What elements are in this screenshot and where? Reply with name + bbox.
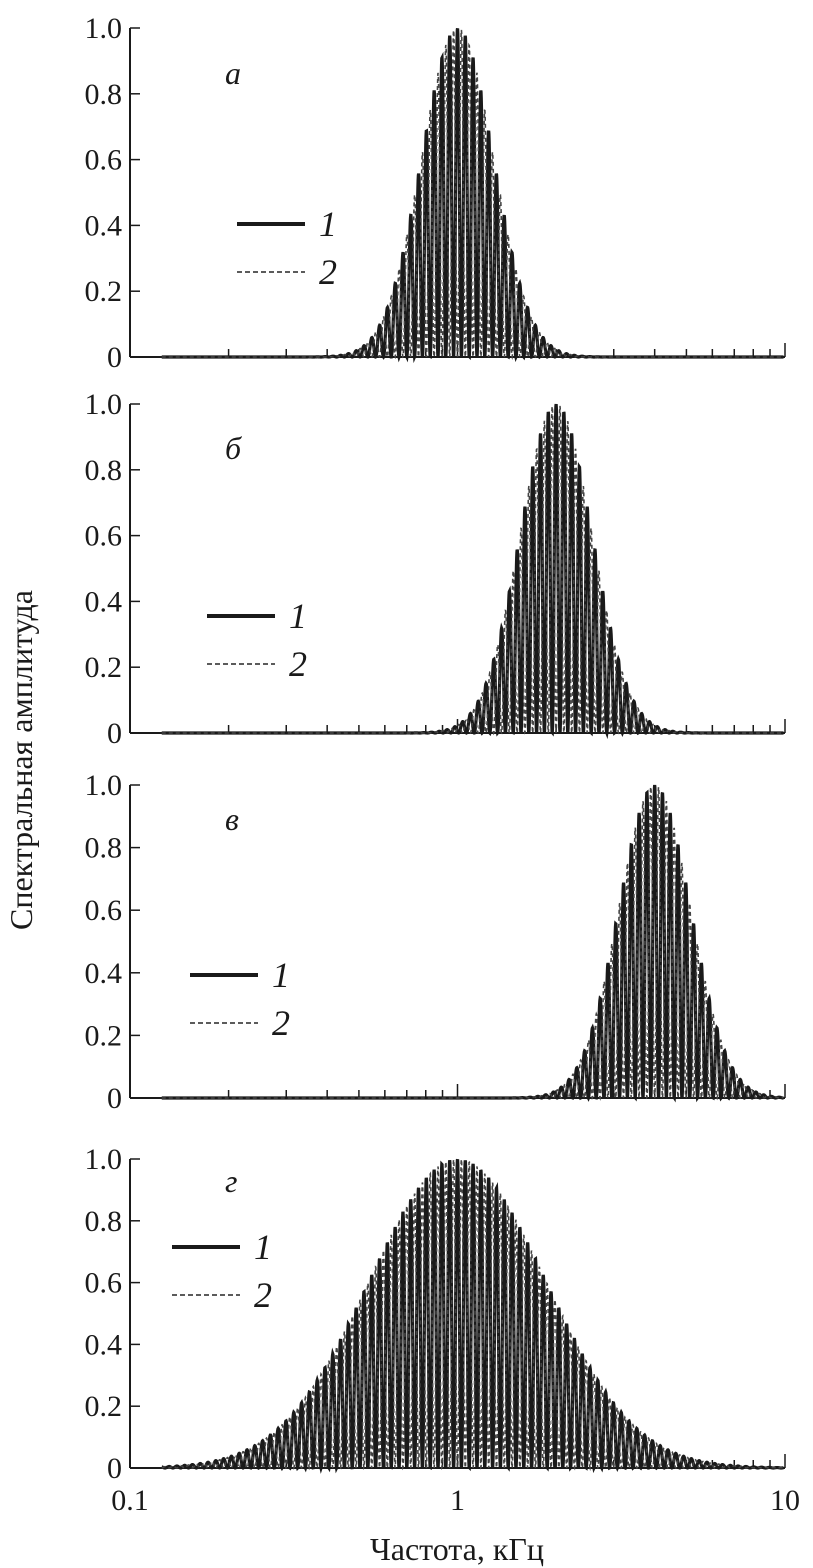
y-tick-label: 0.2 (85, 651, 123, 684)
series-1-line (161, 1158, 784, 1474)
y-tick-label: 0.2 (85, 1390, 123, 1423)
y-tick-label: 0 (107, 717, 122, 750)
y-tick-label: 0.2 (85, 275, 123, 308)
series-1-line (161, 27, 784, 364)
x-tick-label: 0.1 (111, 1484, 149, 1517)
legend-label-2: 2 (319, 252, 337, 292)
x-tick-label: 10 (770, 1484, 800, 1517)
y-axis-title: Спектральная амплитуда (3, 590, 39, 930)
y-tick-label: 0.6 (85, 894, 123, 927)
y-tick-label: 0 (107, 341, 122, 374)
y-tick-label: 1.0 (85, 769, 123, 802)
y-tick-label: 0.4 (85, 585, 123, 618)
legend: 12 (172, 1227, 272, 1315)
y-tick-label: 0.4 (85, 209, 123, 242)
legend-label-1: 1 (319, 204, 337, 244)
legend-label-2: 2 (289, 644, 307, 684)
legend-label-2: 2 (254, 1275, 272, 1315)
series-2-line (161, 786, 784, 1101)
y-tick-label: 0.4 (85, 957, 123, 990)
legend: 12 (237, 204, 337, 292)
legend-label-1: 1 (289, 596, 307, 636)
y-tick-label: 1.0 (85, 1143, 123, 1176)
y-tick-label: 0 (107, 1082, 122, 1115)
legend-label-1: 1 (272, 955, 290, 995)
y-tick-label: 0.8 (85, 1205, 123, 1238)
series-2-line (161, 29, 784, 361)
panel-label: г (225, 1163, 237, 1199)
y-tick-label: 1.0 (85, 388, 123, 421)
panel-label: а (225, 55, 241, 91)
chart-panels: 00.20.40.60.81.0а1200.20.40.60.81.0б1200… (85, 12, 801, 1517)
y-tick-label: 0.8 (85, 78, 123, 111)
y-tick-label: 1.0 (85, 12, 123, 45)
y-tick-label: 0.8 (85, 454, 123, 487)
panel-label: б (225, 430, 242, 466)
x-axis-title: Частота, кГц (370, 1531, 544, 1567)
legend: 12 (190, 955, 290, 1043)
y-tick-label: 0 (107, 1452, 122, 1485)
y-tick-label: 0.6 (85, 1267, 123, 1300)
y-tick-label: 0.4 (85, 1328, 123, 1361)
y-tick-label: 0.2 (85, 1019, 123, 1052)
legend-label-1: 1 (254, 1227, 272, 1267)
y-tick-label: 0.6 (85, 520, 123, 553)
x-tick-label: 1 (450, 1484, 465, 1517)
y-tick-label: 0.6 (85, 144, 123, 177)
y-tick-label: 0.8 (85, 832, 123, 865)
legend-label-2: 2 (272, 1003, 290, 1043)
series-2-line (161, 405, 784, 736)
series-1-line (161, 403, 784, 740)
panel-label: в (225, 801, 239, 837)
series-2-line (161, 1159, 784, 1472)
legend: 12 (207, 596, 307, 684)
